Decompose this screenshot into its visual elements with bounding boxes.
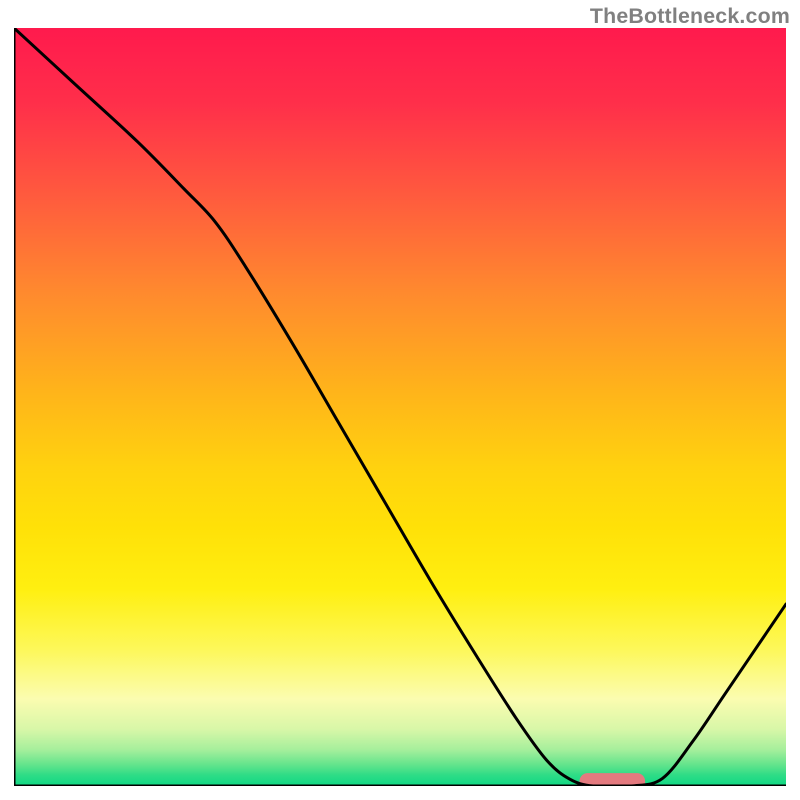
chart-svg — [14, 28, 786, 786]
plot-area — [14, 28, 786, 786]
watermark-text: TheBottleneck.com — [590, 4, 790, 29]
chart-background — [14, 28, 786, 786]
chart-root: TheBottleneck.com — [0, 0, 800, 800]
